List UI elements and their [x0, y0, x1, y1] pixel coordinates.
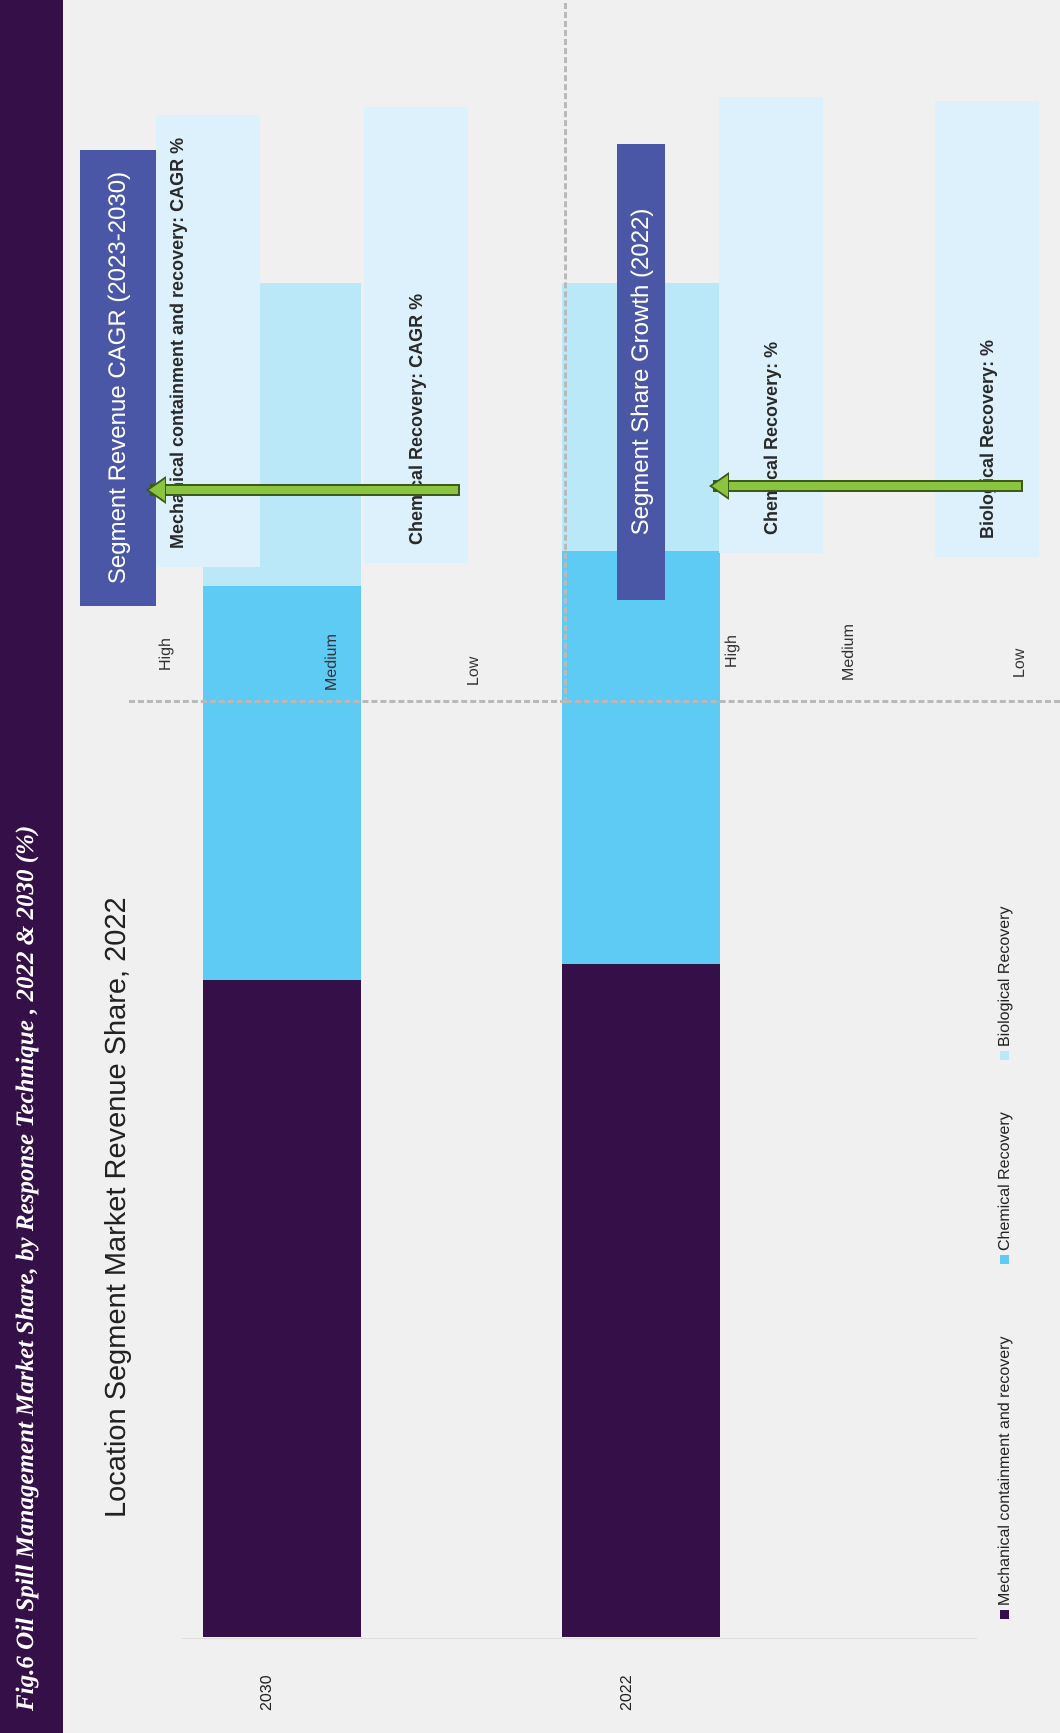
category-axis-line [182, 1638, 977, 1639]
figure-header: Fig.6 Oil Spill Management Market Share,… [0, 0, 63, 1733]
panel1-level-high: High [157, 638, 174, 671]
bar-2030-series-0 [203, 980, 361, 1637]
legend-item-biological: Biological Recovery [996, 906, 1036, 1060]
bar-2022-series-1 [562, 551, 720, 965]
panel1-level-low: Low [465, 656, 482, 686]
panel2-level-low: Low [1011, 648, 1028, 678]
panel1-level-medium: Medium [323, 634, 340, 691]
figure-title: Fig.6 Oil Spill Management Market Share,… [12, 825, 39, 1711]
legend-swatch-chemical [1000, 1255, 1010, 1264]
category-label-2022: 2022 [618, 1675, 635, 1711]
panel1-heading: Segment Revenue CAGR (2023-2030) [80, 150, 156, 606]
legend-item-mechanical: Mechanical containment and recovery [996, 1337, 1036, 1619]
divider-lower [566, 700, 1060, 703]
legend-label-biological: Biological Recovery [996, 906, 1013, 1047]
divider-upper [129, 700, 566, 703]
legend-swatch-mechanical [1000, 1610, 1010, 1619]
panel1-card-mechanical: Mechanical containment and recovery: CAG… [156, 115, 260, 567]
panel2-arrow-head [712, 475, 728, 497]
category-label-2030: 2030 [258, 1675, 275, 1711]
panel2-level-high: High [723, 635, 740, 668]
panel2-heading: Segment Share Growth (2022) [617, 144, 665, 600]
chart-title: Location Segment Market Revenue Share, 2… [100, 897, 132, 1518]
panel1-arrow-head [149, 479, 165, 501]
legend-item-chemical: Chemical Recovery [996, 1112, 1036, 1264]
divider-horizontal [564, 3, 567, 703]
bar-2022-series-0 [562, 964, 720, 1637]
panel2-arrow-shaft-bar [713, 480, 1023, 492]
legend-swatch-biological [1000, 1051, 1010, 1060]
panel2-level-medium: Medium [840, 624, 857, 681]
legend-label-chemical: Chemical Recovery [996, 1112, 1013, 1251]
legend-label-mechanical: Mechanical containment and recovery [996, 1336, 1013, 1606]
panel1-arrow-shaft-bar [150, 484, 460, 496]
